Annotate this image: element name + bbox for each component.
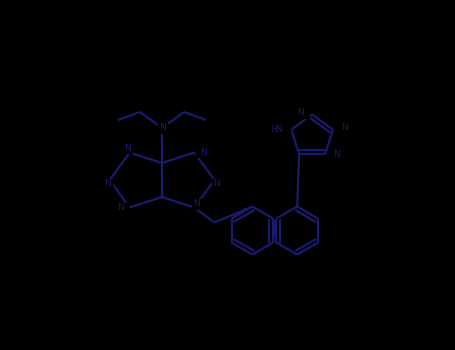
- Bar: [119, 203, 128, 212]
- Bar: [157, 123, 167, 133]
- Text: N: N: [200, 148, 207, 157]
- Text: N: N: [159, 124, 165, 133]
- Bar: [192, 198, 201, 209]
- Text: N: N: [213, 180, 220, 189]
- Text: N: N: [193, 199, 200, 208]
- Text: N: N: [117, 203, 124, 212]
- Text: N: N: [124, 144, 131, 153]
- Bar: [196, 147, 205, 158]
- Bar: [329, 149, 338, 159]
- Text: HN: HN: [270, 125, 283, 134]
- Bar: [337, 123, 345, 133]
- Text: N: N: [333, 150, 340, 159]
- Bar: [300, 107, 308, 118]
- Bar: [123, 144, 132, 154]
- Bar: [276, 125, 290, 135]
- Bar: [103, 179, 112, 189]
- Bar: [212, 179, 221, 189]
- Text: N: N: [341, 123, 348, 132]
- Text: N: N: [298, 108, 304, 117]
- Text: N: N: [104, 180, 111, 189]
